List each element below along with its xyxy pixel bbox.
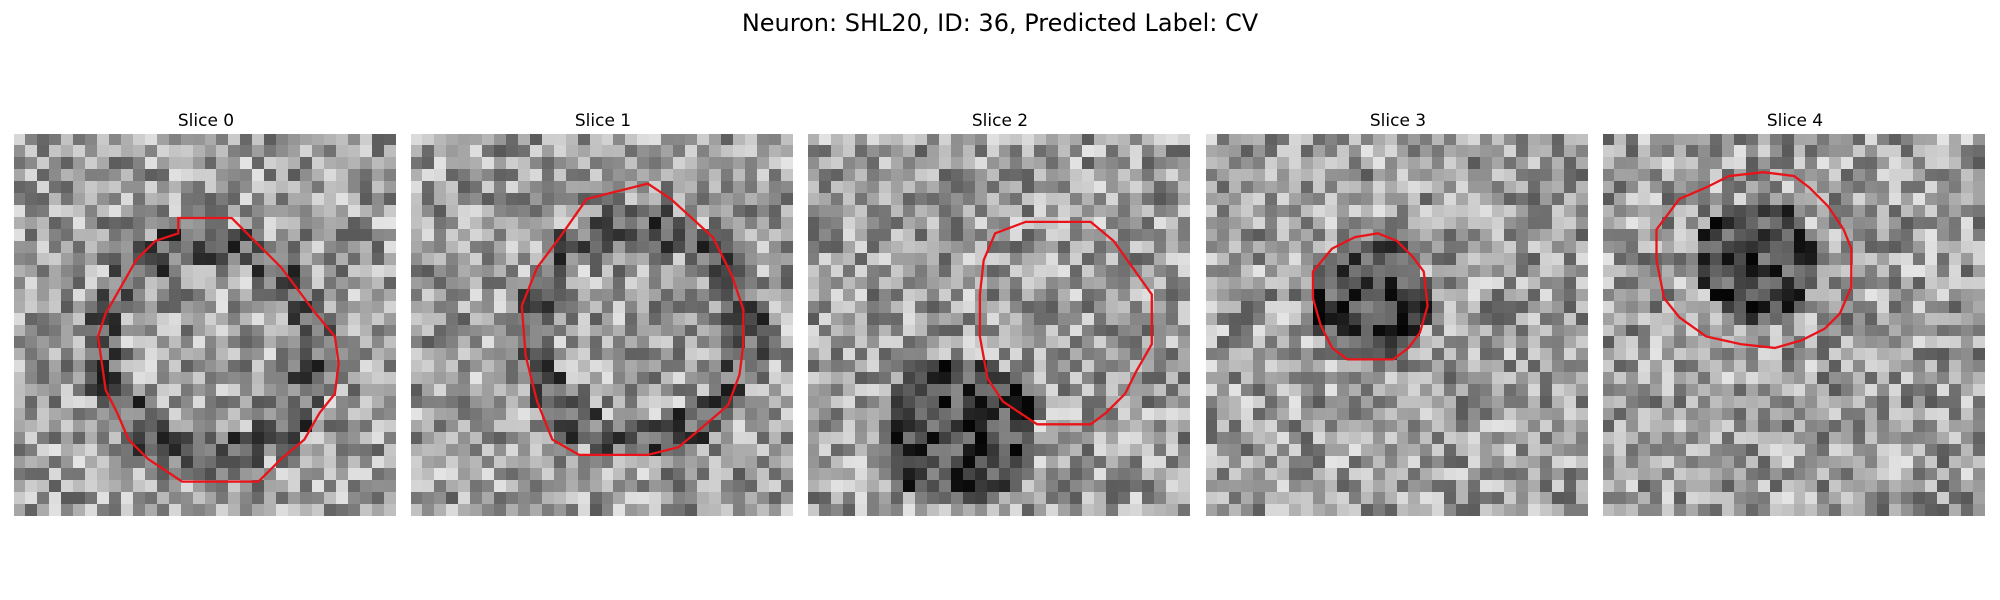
slice-image-2 bbox=[808, 134, 1190, 516]
microscopy-image bbox=[808, 134, 1190, 516]
cell-contour bbox=[1655, 171, 1853, 350]
cell-contour-overlay bbox=[520, 182, 745, 457]
microscopy-image bbox=[411, 134, 793, 516]
slice-panel-4: Slice 4 bbox=[1603, 108, 1987, 516]
slice-image-3 bbox=[1206, 134, 1588, 516]
cell-contour-overlay bbox=[1655, 171, 1853, 350]
slice-title: Slice 2 bbox=[971, 111, 1029, 131]
slice-title: Slice 0 bbox=[177, 111, 235, 131]
cell-contour bbox=[1311, 232, 1429, 361]
cell-contour-overlay bbox=[96, 216, 340, 483]
slice-image-0 bbox=[14, 134, 396, 516]
microscopy-image bbox=[14, 134, 396, 516]
slice-title: Slice 4 bbox=[1766, 111, 1824, 131]
cell-contour-overlay bbox=[1311, 232, 1429, 361]
cell-contour bbox=[520, 182, 745, 457]
slice-panel-2: Slice 2 bbox=[808, 108, 1192, 516]
cell-contour bbox=[978, 220, 1153, 426]
figure-title: Neuron: SHL20, ID: 36, Predicted Label: … bbox=[741, 9, 1259, 37]
microscopy-image bbox=[1603, 134, 1985, 516]
slice-image-1 bbox=[411, 134, 793, 516]
slice-title: Slice 3 bbox=[1369, 111, 1427, 131]
slice-title: Slice 1 bbox=[574, 111, 632, 131]
cell-contour-overlay bbox=[978, 220, 1153, 426]
cell-contour bbox=[96, 216, 340, 483]
slice-panel-1: Slice 1 bbox=[411, 108, 795, 516]
microscopy-image bbox=[1206, 134, 1588, 516]
slice-image-4 bbox=[1603, 134, 1985, 516]
slice-panel-0: Slice 0 bbox=[14, 108, 398, 516]
slice-panel-3: Slice 3 bbox=[1206, 108, 1590, 516]
